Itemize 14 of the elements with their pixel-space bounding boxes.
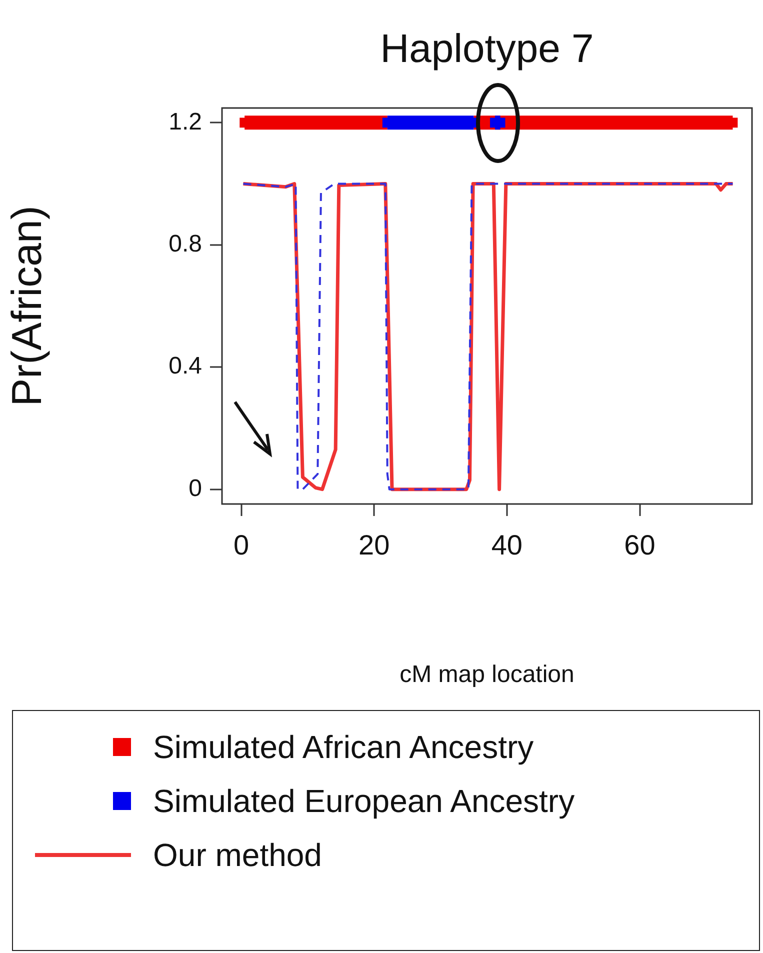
y-tick-label: 1.2: [168, 108, 202, 136]
x-tick-label: 60: [624, 530, 656, 561]
x-axis-title: cM map location: [400, 661, 574, 688]
y-tick-label: 0.8: [168, 230, 202, 258]
legend-label: Simulated European Ancestry: [153, 782, 575, 820]
x-tick-label: 40: [491, 530, 523, 561]
x-tick-label: 0: [233, 530, 250, 561]
x-tick-label: 20: [358, 530, 390, 561]
chart-title: Haplotype 7: [380, 27, 594, 71]
y-axis-title: Pr(African): [2, 206, 50, 406]
legend-label: Our method: [153, 836, 322, 874]
y-tick-label: 0.4: [168, 352, 202, 380]
legend-label: Simulated African Ancestry: [153, 728, 534, 766]
y-tick-label: 0: [188, 474, 202, 502]
